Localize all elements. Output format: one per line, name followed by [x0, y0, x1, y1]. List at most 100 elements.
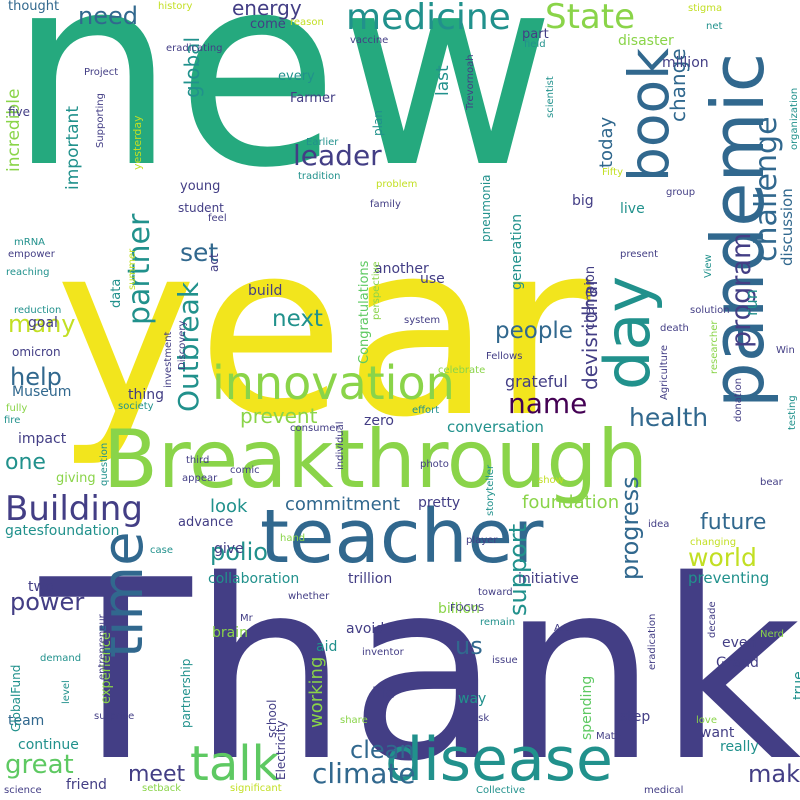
word-feel: feel	[208, 213, 227, 224]
word-investment: investment	[163, 331, 174, 388]
word-thought: thought	[8, 0, 60, 14]
word-leader: leader	[293, 139, 382, 172]
word-entrepreneur: entrepreneur	[97, 614, 108, 680]
word-science: science	[4, 785, 42, 796]
word-breakthrough: Breakthrough	[103, 413, 648, 506]
word-champion: champion	[583, 265, 598, 330]
word-show: show	[538, 475, 564, 486]
word-nerd: Nerd	[760, 629, 784, 640]
word-use: use	[420, 271, 445, 287]
word-another: another	[374, 261, 429, 277]
word-power: power	[10, 588, 85, 616]
word-tradition: tradition	[298, 171, 341, 182]
word-medical: medical	[644, 785, 684, 796]
word-focus: FOCUS	[450, 603, 485, 614]
word-prevent: prevent	[240, 404, 318, 428]
word-climate: climate	[312, 757, 416, 790]
word-run: run	[742, 289, 761, 316]
word-teacher: teacher	[260, 494, 544, 580]
word-aid: aid	[316, 639, 338, 655]
word-building: Building	[5, 489, 143, 529]
word-us: us	[455, 632, 483, 660]
word-math: Math	[596, 731, 622, 742]
word-individual: individual	[335, 421, 346, 470]
word-changing: changing	[690, 537, 737, 548]
word-step: step	[620, 709, 651, 725]
word-decade: decade	[707, 601, 718, 638]
word-people: people	[495, 318, 573, 344]
word-student: student	[178, 201, 224, 215]
word-world: world	[688, 543, 757, 572]
word-farmer: Farmer	[290, 91, 336, 106]
word-two: two	[28, 579, 54, 595]
word-big: big	[572, 193, 594, 209]
word-win: Win	[776, 345, 795, 356]
word-build: build	[248, 283, 283, 299]
word-come: come	[250, 17, 286, 32]
word-scientist: scientist	[545, 76, 556, 118]
word-plan: plan	[371, 110, 385, 136]
word-pneumonia: pneumonia	[479, 174, 493, 242]
word-ask: ask	[472, 713, 490, 724]
word-generation: generation	[509, 213, 525, 290]
word-idea: idea	[648, 519, 670, 530]
word-issue: issue	[492, 655, 518, 666]
word-important: important	[63, 106, 83, 190]
word-grand: Grand	[716, 655, 759, 671]
word-project: Project	[84, 67, 119, 78]
word-third: third	[186, 455, 210, 466]
word-fire: fire	[4, 415, 21, 426]
word-clean: clean	[350, 736, 415, 764]
word-reaching: reaching	[6, 267, 50, 278]
word-collective: Collective	[476, 785, 526, 796]
word-discovery: Discovery	[177, 320, 188, 370]
word-support: support	[504, 523, 532, 616]
word-part: part	[522, 27, 549, 42]
word-great: great	[5, 750, 74, 780]
word-million: million	[662, 55, 709, 71]
word-yesterday: yesterday	[131, 115, 144, 170]
word-working: working	[306, 656, 327, 728]
word-field: field	[524, 39, 546, 50]
word-earlier: Earlier	[306, 137, 339, 148]
word-fifty: Fifty	[602, 167, 623, 178]
word-avoid: avoid	[346, 621, 385, 637]
word-omicron: omicron	[12, 345, 61, 359]
word-empower: empower	[8, 249, 55, 260]
word-collaboration: collaboration	[208, 571, 300, 587]
word-continue: continue	[18, 737, 79, 753]
word-consumer: consumer	[290, 423, 340, 434]
word-museum: Museum	[12, 384, 72, 400]
word-remain: remain	[480, 617, 516, 628]
word-trillion: trillion	[348, 571, 393, 587]
word-vaccine: vaccine	[350, 35, 389, 46]
word-share: share	[340, 715, 368, 726]
word-problem: problem	[376, 179, 418, 190]
word-zero: zero	[364, 413, 394, 429]
word-solution: solution	[690, 305, 730, 316]
word-trevornoah: Trevornoah	[465, 54, 476, 110]
word-system: system	[404, 315, 441, 326]
word-testing: testing	[787, 395, 798, 430]
word-every: every	[278, 69, 315, 84]
word-next: next	[272, 306, 323, 332]
word-conversation: conversation	[447, 418, 544, 436]
word-spending: spending	[579, 675, 595, 740]
word-team: team	[8, 713, 45, 729]
word-many: many	[8, 310, 76, 338]
word-case: case	[150, 545, 173, 556]
word-friend: friend	[66, 777, 107, 793]
word-mrna: mRNA	[14, 237, 46, 248]
word-love: love	[696, 715, 717, 726]
word-appear: appear	[182, 473, 218, 484]
word-young: young	[180, 179, 221, 194]
word-globalfund: GlobalFund	[9, 664, 23, 732]
word-view: View	[703, 254, 714, 278]
word-talk: talk	[190, 736, 280, 792]
word-stigma: stigma	[688, 3, 723, 14]
word-effort: effort	[412, 405, 440, 416]
word-look: look	[210, 496, 248, 517]
word-need: need	[78, 2, 138, 30]
word-group: group	[666, 187, 696, 198]
